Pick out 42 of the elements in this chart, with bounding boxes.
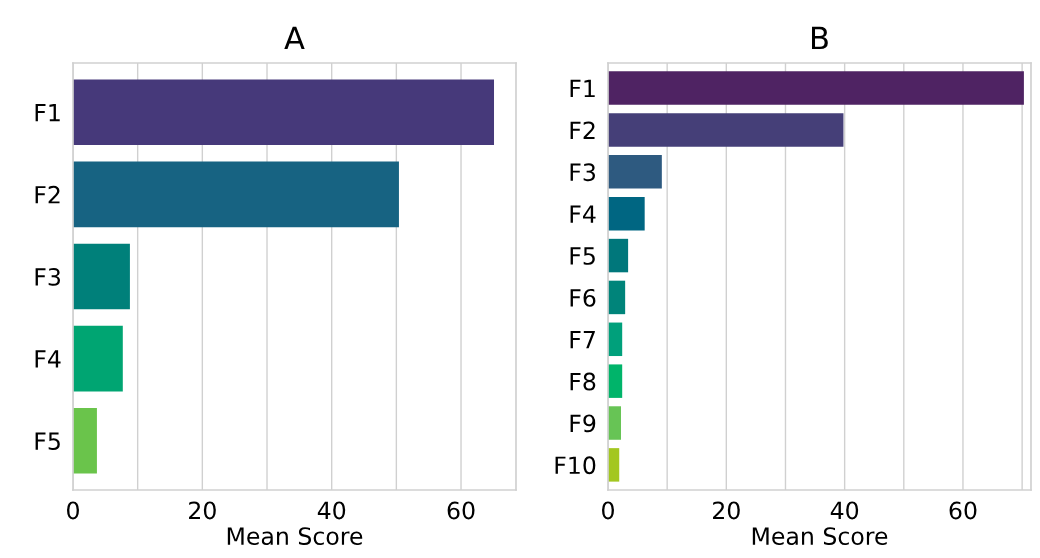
bar [608, 364, 623, 398]
x-tick-label: 60 [949, 501, 977, 520]
bar [73, 407, 97, 474]
y-tick-label: F4 [35, 350, 61, 368]
chart-title: B [812, 26, 828, 50]
x-tick-label: 0 [67, 501, 79, 520]
x-tick-label: 40 [830, 501, 859, 520]
y-tick-label: F9 [570, 414, 596, 433]
y-tick-label: F5 [570, 247, 595, 265]
y-tick-label: F6 [570, 288, 596, 307]
x-tick-label: 20 [713, 501, 740, 520]
y-tick-label: F7 [570, 331, 595, 349]
bar [608, 448, 620, 482]
y-tick-label: F4 [570, 205, 596, 223]
y-tick-label: F3 [570, 163, 595, 182]
y-tick-label: F3 [35, 267, 60, 286]
bar [73, 243, 130, 310]
x-axis-title: Mean Score [227, 527, 363, 546]
y-tick-label: F2 [35, 185, 60, 204]
bar [608, 280, 626, 315]
y-tick-label: F5 [35, 432, 60, 451]
x-axis-title: Mean Score [752, 527, 888, 546]
chart-title: A [284, 26, 305, 50]
y-tick-label: F1 [570, 79, 595, 98]
bar [608, 155, 662, 189]
x-tick-label: 0 [602, 501, 614, 520]
y-tick-label: F10 [555, 456, 596, 475]
bar [73, 79, 495, 146]
bar [608, 322, 623, 357]
bar [608, 71, 1024, 105]
x-tick-label: 20 [189, 501, 216, 520]
x-tick-label: 60 [447, 501, 475, 520]
bar [608, 113, 844, 147]
bar [608, 238, 629, 273]
bar [608, 406, 622, 440]
x-tick-label: 40 [317, 501, 346, 520]
y-tick-label: F8 [570, 372, 596, 391]
bar [608, 196, 645, 231]
y-tick-label: F2 [570, 121, 595, 139]
bar [73, 161, 399, 228]
y-tick-label: F1 [35, 104, 60, 122]
bar [73, 325, 123, 392]
